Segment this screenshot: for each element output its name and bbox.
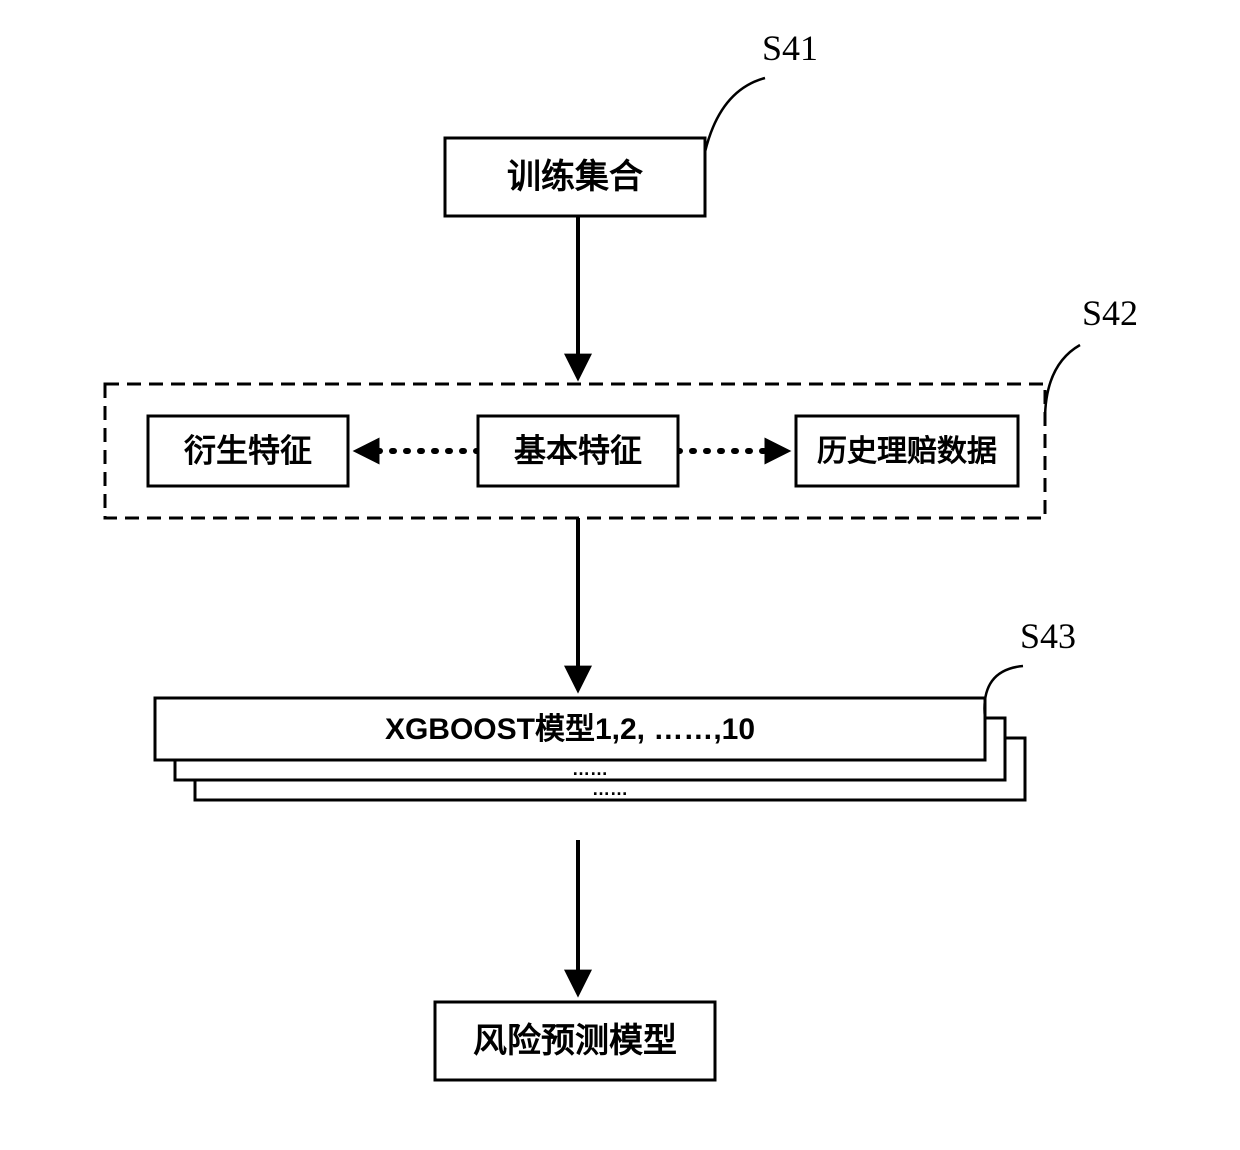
svg-text:S41: S41 bbox=[762, 28, 818, 68]
svg-text:历史理赔数据: 历史理赔数据 bbox=[817, 435, 997, 468]
flowchart-canvas: S42 训练集合衍生特征 基本特征 历史理赔数据风险预测模型 S41 ………… XGBOOS… bbox=[0, 0, 1240, 1150]
svg-text:基本特征: 基本特征 bbox=[514, 432, 642, 468]
svg-text:风险预测模型: 风险预测模型 bbox=[473, 1021, 677, 1060]
svg-text:XGBOOST模型1,2, ……,10: XGBOOST模型1,2, ……,10 bbox=[385, 713, 755, 746]
svg-text:S43: S43 bbox=[1020, 616, 1076, 656]
svg-text:S42: S42 bbox=[1082, 293, 1138, 333]
svg-text:……: …… bbox=[592, 779, 628, 799]
svg-text:训练集合: 训练集合 bbox=[507, 158, 643, 196]
svg-text:衍生特征: 衍生特征 bbox=[184, 432, 312, 468]
svg-text:……: …… bbox=[572, 759, 608, 779]
